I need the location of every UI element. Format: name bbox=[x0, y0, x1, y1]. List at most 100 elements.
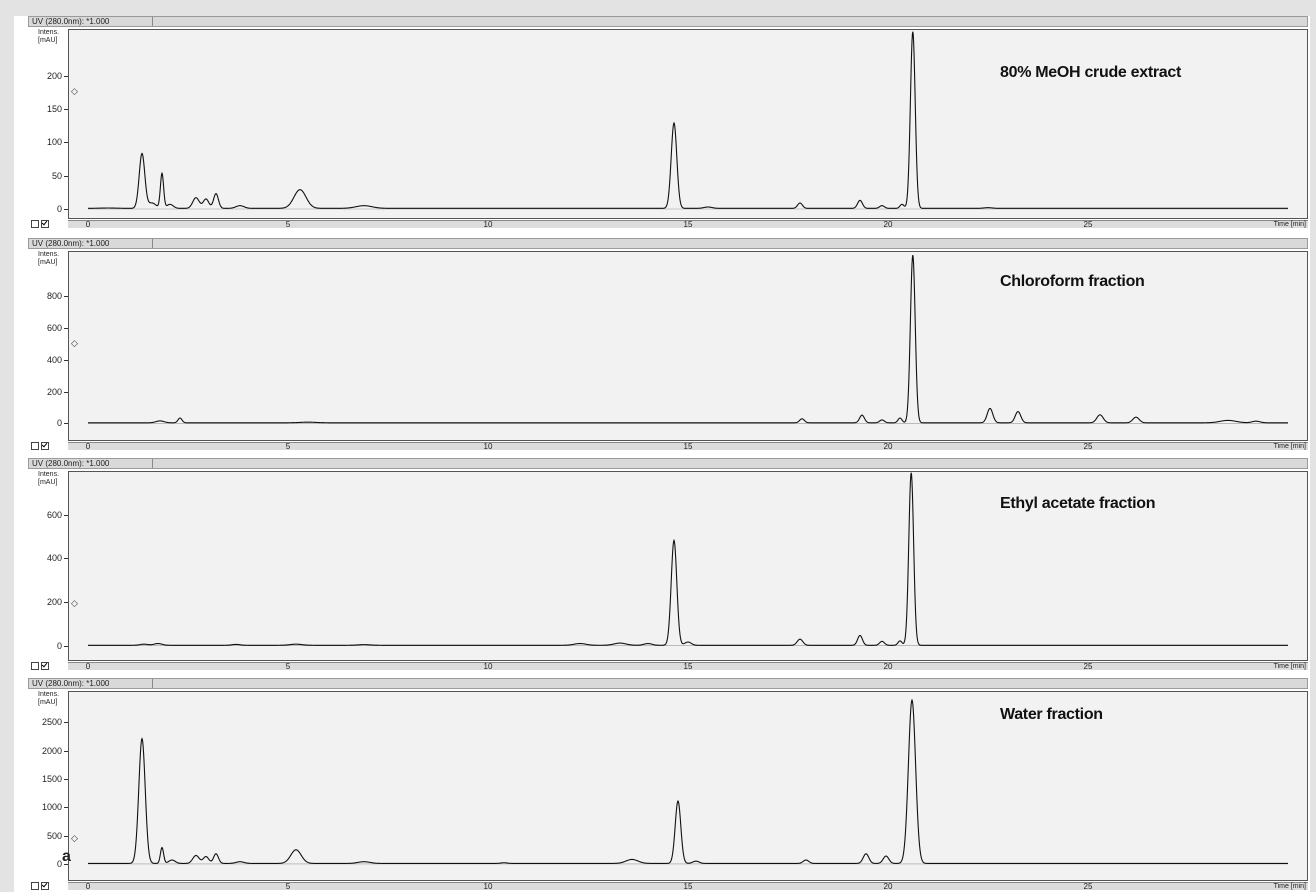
x-tick-label: 15 bbox=[683, 220, 693, 229]
y-tick-mark bbox=[64, 75, 68, 77]
y-axis-title-line1: Intens. bbox=[38, 471, 60, 478]
chromatogram-panel-3: UV (280.0nm): *1.000 Intens. [mAU] 0 200 400 6… bbox=[14, 458, 1310, 672]
x-axis-bar: 0 5 10 15 20 25 Time [min] bbox=[68, 220, 1308, 229]
y-axis-title-line2: [mAU] bbox=[38, 479, 58, 486]
trace-visible-checkbox[interactable] bbox=[41, 442, 49, 450]
trace-visible-checkbox[interactable] bbox=[41, 882, 49, 890]
y-tick-label: 0 bbox=[56, 858, 62, 869]
y-tick-label: 150 bbox=[46, 104, 62, 114]
chromatogram-trace bbox=[88, 255, 1288, 424]
caption-divider bbox=[152, 679, 153, 688]
y-tick-mark bbox=[64, 807, 68, 809]
caption-divider bbox=[152, 17, 153, 26]
y-tick-label: 50 bbox=[51, 170, 62, 181]
trace-marker-icon: ◇ bbox=[71, 598, 78, 608]
trace-visible-checkbox[interactable] bbox=[41, 662, 49, 670]
y-tick-label: 600 bbox=[46, 322, 62, 333]
x-tick-label: 0 bbox=[85, 220, 91, 229]
trace-visible-checkbox[interactable] bbox=[41, 220, 49, 228]
x-tick-label: 15 bbox=[683, 442, 693, 451]
x-tick-label: 20 bbox=[883, 220, 893, 229]
x-tick-label: 15 bbox=[683, 882, 693, 891]
y-tick-label: 1500 bbox=[41, 773, 62, 784]
x-axis-bar: 0 5 10 15 20 25 Time [min] bbox=[68, 662, 1308, 671]
trace-caption: UV (280.0nm): *1.000 bbox=[32, 239, 110, 248]
y-tick-mark bbox=[64, 778, 68, 780]
plot-area bbox=[68, 251, 1308, 441]
y-tick-mark bbox=[64, 645, 68, 647]
x-tick-label: 25 bbox=[1083, 220, 1093, 229]
trace-checkbox[interactable] bbox=[31, 220, 39, 228]
y-tick-mark bbox=[64, 835, 68, 837]
y-tick-mark bbox=[64, 514, 68, 516]
x-axis-label: Time [min] bbox=[1273, 663, 1306, 670]
x-axis-bar: 0 5 10 15 20 25 Time [min] bbox=[68, 442, 1308, 451]
caption-divider bbox=[152, 239, 153, 248]
x-tick-label: 10 bbox=[483, 442, 493, 451]
trace-caption-bar: UV (280.0nm): *1.000 bbox=[28, 238, 1308, 249]
y-tick-mark bbox=[64, 602, 68, 604]
trace-svg bbox=[88, 698, 1288, 865]
y-tick-label: 0 bbox=[56, 640, 62, 651]
y-tick-label: 0 bbox=[56, 204, 62, 214]
y-tick-label: 1000 bbox=[41, 802, 62, 813]
y-tick-label: 200 bbox=[46, 597, 62, 608]
x-tick-label: 5 bbox=[285, 882, 291, 891]
y-tick-mark bbox=[64, 722, 68, 724]
x-axis-label: Time [min] bbox=[1273, 883, 1306, 890]
x-tick-label: 10 bbox=[483, 882, 493, 891]
x-tick-label: 20 bbox=[883, 442, 893, 451]
trace-checkbox[interactable] bbox=[31, 662, 39, 670]
y-axis-title: Intens. [mAU] bbox=[38, 691, 59, 707]
trace-caption-bar: UV (280.0nm): *1.000 bbox=[28, 16, 1308, 27]
plot-area bbox=[68, 29, 1308, 219]
panel-title: Ethyl acetate fraction bbox=[1000, 495, 1156, 512]
trace-checkbox[interactable] bbox=[31, 882, 39, 890]
chromatogram-panel-4: UV (280.0nm): *1.000 Intens. [mAU] 0 500 1000… bbox=[14, 678, 1310, 892]
y-axis-title-line1: Intens. bbox=[38, 691, 60, 698]
x-tick-label: 0 bbox=[85, 442, 91, 451]
y-tick-mark bbox=[64, 327, 68, 329]
y-tick-label: 400 bbox=[46, 354, 62, 365]
trace-caption: UV (280.0nm): *1.000 bbox=[32, 679, 110, 688]
trace-svg bbox=[88, 472, 1288, 647]
x-tick-label: 25 bbox=[1083, 882, 1093, 891]
chromatogram-trace bbox=[88, 698, 1288, 864]
y-tick-mark bbox=[64, 109, 68, 110]
y-tick-label: 200 bbox=[46, 386, 62, 397]
y-tick-mark bbox=[64, 750, 68, 752]
y-tick-label: 400 bbox=[46, 553, 62, 564]
y-tick-mark bbox=[64, 209, 68, 210]
x-tick-label: 5 bbox=[285, 662, 291, 671]
x-tick-label: 10 bbox=[483, 220, 493, 229]
x-tick-label: 5 bbox=[285, 220, 291, 229]
y-axis-title-line2: [mAU] bbox=[38, 259, 58, 266]
y-tick-mark bbox=[64, 142, 68, 144]
x-tick-label: 25 bbox=[1083, 662, 1093, 671]
y-tick-label: 200 bbox=[46, 70, 62, 81]
chromatogram-panel-1: UV (280.0nm): *1.000 Intens. [mAU] 0 50 100 15… bbox=[14, 16, 1310, 230]
x-tick-label: 15 bbox=[683, 662, 693, 671]
trace-marker-icon: ◇ bbox=[71, 833, 78, 843]
x-axis-label: Time [min] bbox=[1273, 443, 1306, 450]
chromatogram-trace bbox=[88, 472, 1288, 646]
y-tick-mark bbox=[64, 558, 68, 560]
trace-svg bbox=[88, 255, 1288, 424]
y-tick-label: 0 bbox=[56, 418, 62, 429]
trace-marker-icon: ◇ bbox=[71, 338, 78, 348]
plot-area bbox=[68, 691, 1308, 881]
chromatogram-trace bbox=[88, 31, 1288, 209]
y-axis-title-line1: Intens. bbox=[38, 251, 60, 258]
plot-area bbox=[68, 471, 1308, 661]
y-tick-mark bbox=[64, 863, 68, 865]
figure-label: a bbox=[62, 848, 71, 865]
x-tick-label: 20 bbox=[883, 882, 893, 891]
y-tick-label: 800 bbox=[46, 290, 62, 301]
y-tick-label: 600 bbox=[46, 509, 62, 520]
x-tick-label: 5 bbox=[285, 442, 291, 451]
trace-caption-bar: UV (280.0nm): *1.000 bbox=[28, 678, 1308, 689]
y-tick-mark bbox=[64, 359, 68, 361]
caption-divider bbox=[152, 459, 153, 468]
trace-checkbox[interactable] bbox=[31, 442, 39, 450]
trace-marker-icon: ◇ bbox=[71, 86, 78, 96]
